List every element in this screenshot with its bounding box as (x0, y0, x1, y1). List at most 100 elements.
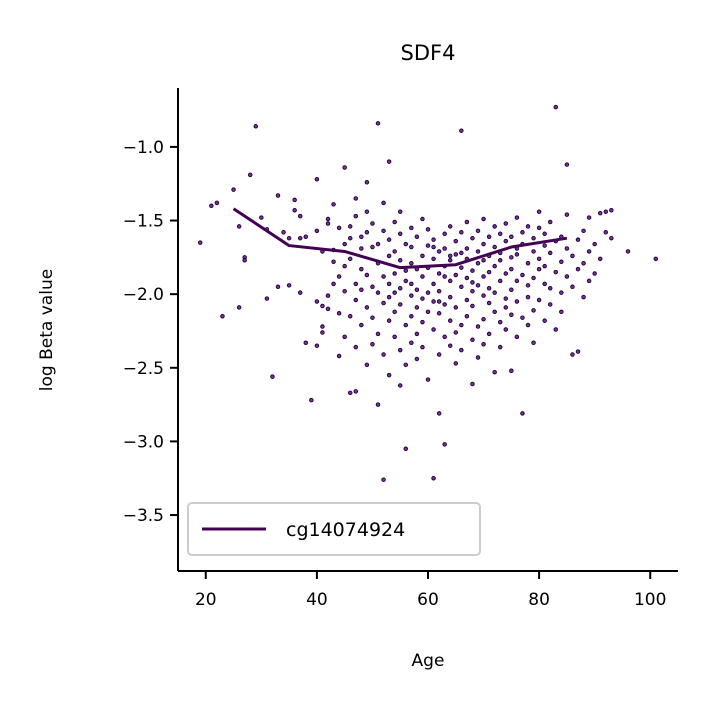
scatter-point (436, 352, 442, 357)
scatter-point (364, 272, 370, 278)
scatter-point (392, 219, 397, 225)
scatter-point (436, 288, 442, 294)
scatter-point (425, 243, 431, 248)
scatter-point (447, 278, 453, 284)
scatter-point (336, 311, 342, 316)
scatter-point (303, 340, 309, 346)
scatter-point (481, 258, 486, 263)
scatter-point (375, 241, 381, 247)
scatter-point (325, 306, 331, 312)
scatter-point (253, 124, 259, 129)
scatter-point (381, 477, 386, 482)
scatter-point (414, 331, 420, 337)
scatter-point (370, 244, 375, 250)
scatter-point (492, 244, 497, 250)
scatter-point (397, 286, 403, 291)
scatter-point (581, 294, 586, 300)
scatter-point (359, 234, 364, 239)
scatter-point (447, 318, 453, 323)
scatter-point (492, 290, 497, 295)
scatter-point (370, 284, 375, 290)
scatter-point (353, 344, 359, 350)
y-tick-label: −2.0 (123, 285, 164, 305)
scatter-point (403, 268, 409, 273)
scatter-point (353, 389, 359, 394)
scatter-point (492, 309, 497, 315)
scatter-point (581, 260, 586, 266)
scatter-point (209, 203, 214, 209)
scatter-point (359, 287, 364, 292)
y-tick-label: −2.5 (123, 359, 164, 379)
scatter-point (547, 302, 553, 307)
scatter-point (425, 309, 431, 315)
scatter-point (325, 216, 331, 222)
scatter-point (397, 258, 403, 263)
scatter-point (420, 319, 425, 325)
scatter-point (564, 274, 570, 279)
scatter-point (470, 303, 475, 309)
scatter-point (459, 250, 464, 256)
scatter-point (592, 271, 597, 276)
scatter-point (442, 231, 447, 237)
scatter-points (197, 104, 659, 482)
scatter-point (297, 235, 303, 241)
scatter-point (403, 241, 409, 247)
scatter-point (514, 252, 520, 257)
scatter-point (559, 309, 564, 315)
scatter-point (509, 368, 514, 373)
scatter-point (497, 231, 503, 237)
scatter-point (242, 258, 247, 263)
scatter-point (431, 299, 436, 304)
scatter-point (447, 224, 453, 229)
scatter-point (459, 230, 464, 235)
scatter-point (464, 219, 470, 225)
scatter-point (409, 281, 414, 287)
scatter-point (414, 287, 420, 292)
scatter-point (442, 442, 447, 447)
scatter-point (497, 344, 503, 350)
scatter-point (514, 299, 520, 304)
scatter-point (336, 353, 342, 359)
scatter-point (525, 224, 531, 229)
scatter-point (453, 305, 459, 310)
scatter-point (514, 215, 520, 220)
scatter-point (236, 224, 242, 229)
scatter-point (470, 280, 475, 285)
scatter-point (453, 361, 459, 366)
scatter-point (570, 352, 575, 357)
scatter-point (336, 225, 342, 231)
scatter-point (314, 343, 320, 348)
scatter-point (403, 446, 409, 452)
scatter-point (364, 179, 370, 185)
scatter-point (425, 377, 431, 382)
scatter-point (381, 200, 386, 206)
scatter-point (575, 237, 581, 242)
scatter-point (603, 230, 609, 235)
scatter-point (386, 281, 392, 287)
scatter-point (453, 272, 459, 278)
scatter-point (486, 286, 492, 291)
scatter-point (509, 234, 514, 239)
scatter-point (353, 281, 359, 287)
x-axis-label: Age (412, 651, 445, 671)
y-axis-label: log Beta value (37, 269, 57, 391)
scatter-point (409, 340, 414, 346)
scatter-point (575, 349, 581, 354)
scatter-point (347, 235, 353, 241)
scatter-point (436, 271, 442, 276)
scatter-point (597, 210, 603, 216)
scatter-point (531, 275, 536, 281)
scatter-point (436, 249, 442, 254)
scatter-point (392, 290, 397, 295)
scatter-point (297, 213, 303, 219)
legend-label: cg14074924 (286, 519, 405, 541)
scatter-point (359, 266, 364, 272)
y-tick-label: −1.0 (123, 138, 164, 158)
scatter-point (525, 260, 531, 266)
scatter-point (447, 294, 453, 300)
scatter-point (592, 241, 597, 247)
scatter-point (342, 241, 347, 247)
x-axis-ticks: 20 40 60 80 100 (195, 571, 666, 610)
scatter-point (342, 288, 347, 294)
